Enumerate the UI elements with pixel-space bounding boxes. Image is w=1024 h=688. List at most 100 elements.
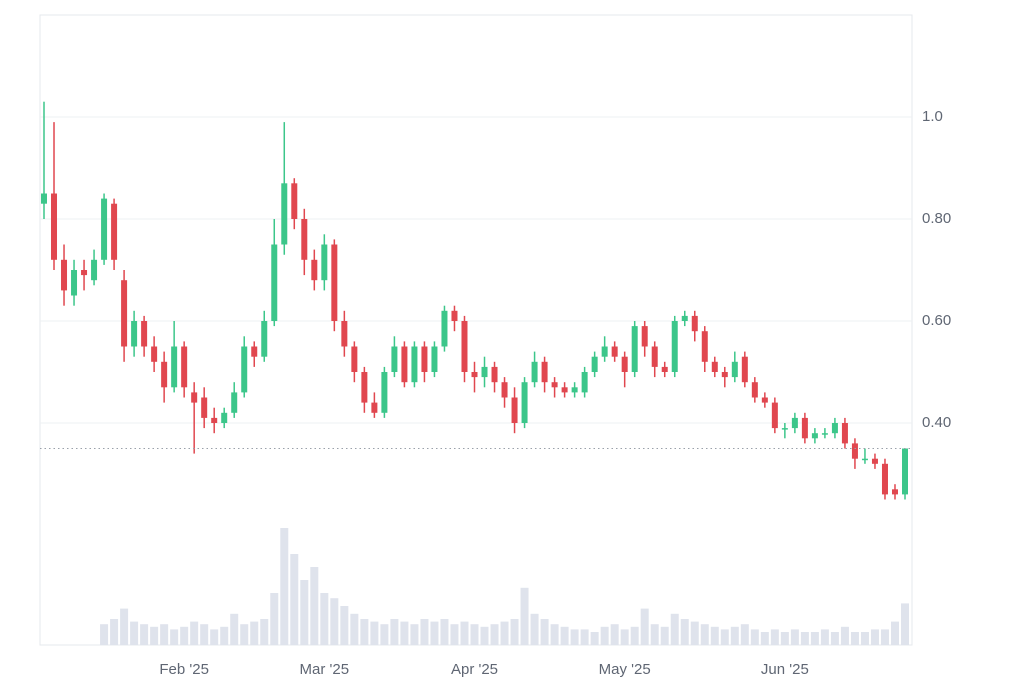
volume-bar <box>620 629 629 645</box>
candle-body <box>641 326 648 347</box>
candle-body <box>571 387 578 393</box>
volume-bar <box>390 619 399 645</box>
candle-body <box>91 259 98 281</box>
candle-body <box>131 321 138 347</box>
candle-body <box>211 417 218 423</box>
volume-bar <box>410 624 419 645</box>
volume-bar <box>210 629 219 645</box>
volume-bar <box>170 629 179 645</box>
candle-body <box>601 346 608 357</box>
volume-bar <box>540 619 549 645</box>
volume-bar <box>100 624 109 645</box>
candle-body <box>511 397 518 423</box>
x-tick-label: Feb '25 <box>159 661 209 678</box>
candle-body <box>81 270 88 276</box>
volume-bar <box>310 567 319 645</box>
candle-body <box>691 315 698 332</box>
volume-bar <box>740 624 749 645</box>
volume-bar <box>630 626 639 645</box>
candle-body <box>681 315 688 321</box>
candle-body <box>321 244 328 281</box>
volume-bar <box>340 606 349 645</box>
volume-bar <box>560 626 569 645</box>
volume-bar <box>260 619 269 645</box>
candle-body <box>861 458 868 461</box>
volume-bar <box>360 619 369 645</box>
candle-body <box>361 372 368 403</box>
volume-bar <box>190 621 199 645</box>
volume-bar <box>320 593 329 645</box>
plot-frame <box>39 14 913 646</box>
candle-body <box>811 433 818 439</box>
candle-body <box>791 417 798 429</box>
candle-body <box>741 356 748 383</box>
candle-body <box>161 361 168 388</box>
volume-bar <box>660 626 669 645</box>
volume-bar <box>330 598 339 645</box>
volume-bar <box>530 613 539 645</box>
volume-bar <box>290 554 299 645</box>
candle-body <box>441 310 448 347</box>
candle-body <box>531 361 538 383</box>
candle-body <box>451 310 458 321</box>
volume-bar <box>350 613 359 645</box>
volume-bar <box>590 632 599 645</box>
x-tick-label: Apr '25 <box>451 661 498 678</box>
candle-body <box>201 397 208 418</box>
candle-body <box>71 270 78 296</box>
candle-body <box>181 346 188 388</box>
candle-body <box>611 346 618 357</box>
candle-body <box>41 193 47 204</box>
volume-bar <box>610 624 619 645</box>
candle-body <box>751 382 758 398</box>
volume-bar <box>150 626 159 645</box>
candle-body <box>721 372 728 378</box>
candle-body <box>671 321 678 372</box>
volume-bar <box>220 626 229 645</box>
volume-bar <box>790 629 799 645</box>
volume-bar <box>470 624 479 645</box>
volume-bar <box>130 621 139 645</box>
volume-bar <box>840 626 849 645</box>
candle-body <box>841 423 848 444</box>
candle-body <box>281 183 288 245</box>
candle-body <box>871 458 878 464</box>
volume-bar <box>440 619 449 645</box>
candle-body <box>881 463 888 495</box>
volume-bar <box>200 624 209 645</box>
candle-body <box>241 346 248 393</box>
volume-bar <box>870 629 879 645</box>
candle-body <box>521 382 528 423</box>
volume-bar <box>430 621 439 645</box>
volume-bar <box>450 624 459 645</box>
volume-bar <box>480 626 489 645</box>
candle-body <box>421 346 428 372</box>
candle-body <box>271 244 278 321</box>
x-tick-label: May '25 <box>599 661 651 678</box>
volume-bar <box>580 629 589 645</box>
candle-body <box>501 382 508 398</box>
candle-body <box>561 387 568 393</box>
candle-body <box>411 346 418 383</box>
candle-body <box>401 346 408 383</box>
candle-body <box>371 402 378 413</box>
candle-body <box>151 346 158 362</box>
candle-body <box>541 361 548 383</box>
candle-body <box>481 366 488 378</box>
y-tick-label: 0.60 <box>922 312 951 329</box>
candle-body <box>771 402 778 429</box>
volume-bar <box>250 621 259 645</box>
candle-body <box>291 183 298 219</box>
volume-bar <box>230 613 239 645</box>
volume-bar <box>400 621 409 645</box>
volume-bar <box>850 632 859 645</box>
candle-body <box>761 397 768 403</box>
candle-body <box>111 203 118 260</box>
volume-bar <box>670 613 679 645</box>
candle-body <box>121 280 128 347</box>
volume-bar <box>510 619 519 645</box>
candle-body <box>551 382 558 388</box>
y-tick-label: 0.80 <box>922 210 951 227</box>
volume-bar <box>110 619 119 645</box>
volume-bar <box>650 624 659 645</box>
